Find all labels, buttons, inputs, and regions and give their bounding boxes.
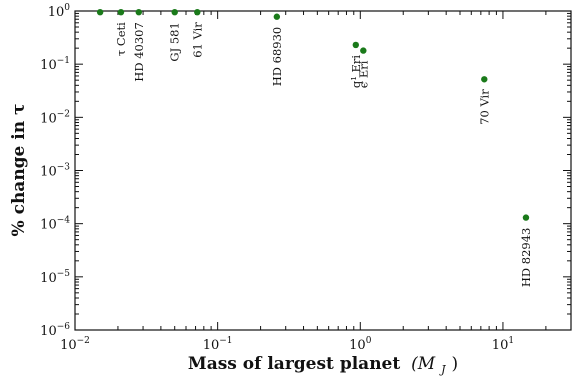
y-tick-label: 10−6 [40, 322, 70, 339]
data-point [117, 8, 125, 16]
data-point [360, 47, 367, 54]
x-tick-label: 10−1 [203, 336, 233, 353]
point-label: τ Ceti [114, 22, 128, 56]
y-axis-title: % change in τ [9, 104, 29, 237]
point-label: HD 40307 [132, 22, 146, 82]
point-label: HD 82943 [519, 228, 533, 288]
point-labels: τ Ceti HD 40307 GJ 581 61 Vir HD 68930 q¹ Eri… [114, 22, 533, 287]
y-tick-label: 10−5 [40, 269, 70, 286]
data-point [273, 13, 281, 20]
point-label: 70 Vir [477, 89, 491, 125]
data-point [522, 214, 530, 221]
x-tick-label: 101 [492, 336, 514, 353]
point-label: HD 68930 [270, 27, 284, 87]
y-tick-labels: 100 10−1 10−2 10−3 10−4 10−5 10−6 [40, 3, 70, 339]
x-tick-labels: 10−2 10−1 100 101 [60, 336, 514, 353]
x-tick-label: 100 [349, 336, 372, 353]
x-axis-title-subscript: J [439, 363, 446, 376]
x-axis-title-math: (M [411, 354, 436, 374]
y-tick-label: 10−2 [40, 109, 70, 126]
point-label: GJ 581 [168, 22, 182, 61]
axis-ticks [74, 10, 572, 331]
point-label: ϵ Eri [356, 60, 370, 88]
x-axis-title: Mass of largest planet (M J ) [188, 354, 458, 378]
data-point [194, 8, 201, 16]
y-tick-label: 10−1 [40, 56, 70, 73]
x-axis-title-close: ) [451, 354, 458, 374]
data-point [96, 8, 104, 16]
data-point [481, 76, 488, 83]
data-points [96, 8, 530, 221]
point-label: q¹ Eri [349, 55, 363, 89]
y-tick-label: 10−4 [40, 216, 70, 233]
x-tick-label: 10−2 [60, 336, 90, 353]
y-tick-label: 10−3 [40, 163, 70, 180]
data-point [352, 41, 359, 49]
data-point [135, 8, 142, 16]
y-tick-label: 100 [48, 3, 71, 20]
x-axis-title-text: Mass of largest planet [188, 354, 400, 374]
point-label: 61 Vir [190, 22, 204, 58]
plot-frame [74, 10, 572, 331]
data-point [171, 8, 178, 16]
